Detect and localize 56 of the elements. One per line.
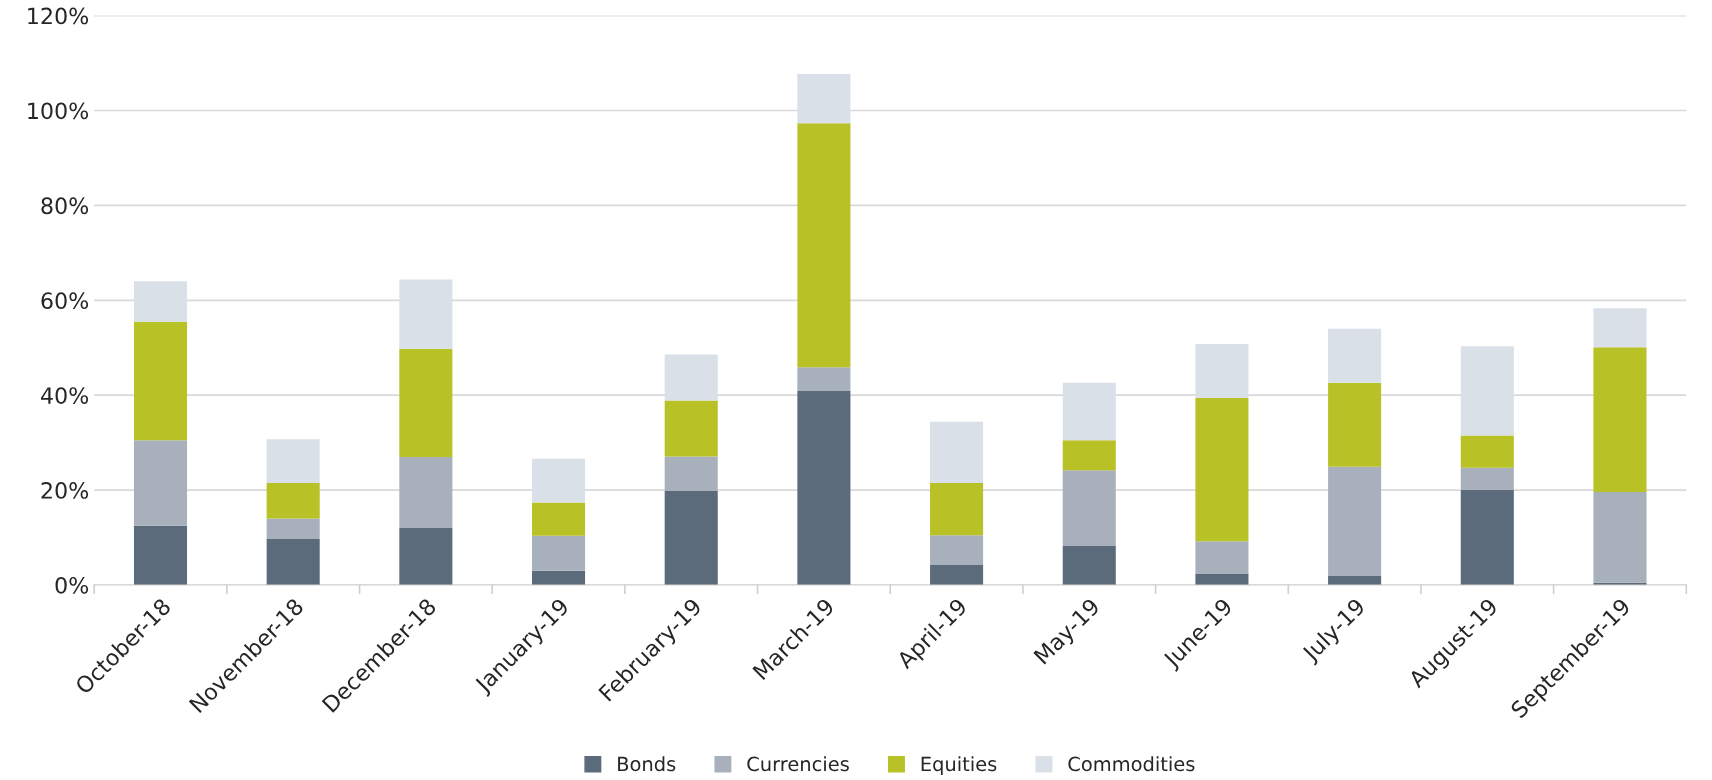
bar (664, 354, 718, 401)
bar (133, 440, 188, 526)
bar (1062, 470, 1116, 547)
legend-label: Equities (921, 756, 997, 776)
y-tick-label: 120% (28, 7, 89, 25)
bar (399, 528, 453, 585)
bar (1593, 347, 1647, 492)
bar (1460, 489, 1514, 585)
bar (266, 538, 320, 585)
bar (1195, 541, 1249, 574)
bar (1593, 492, 1647, 583)
y-tick-label: 60% (41, 292, 89, 310)
bar (1460, 346, 1514, 436)
bar (797, 123, 851, 368)
bar (797, 367, 851, 391)
bar (532, 502, 586, 536)
bar (399, 348, 453, 457)
y-tick-label: 100% (28, 102, 89, 120)
bar (1328, 382, 1382, 467)
y-tick-label: 80% (41, 197, 89, 215)
bar (930, 482, 984, 536)
bar (133, 321, 188, 441)
bar (266, 482, 320, 519)
bar (266, 439, 320, 483)
bar (532, 458, 586, 503)
bar (1062, 546, 1116, 585)
bar (664, 456, 718, 492)
legend-label: Commodities (1068, 756, 1195, 772)
bar (1460, 467, 1514, 490)
legend-label: Bonds (618, 756, 676, 772)
bar (930, 565, 984, 585)
bar (399, 456, 453, 529)
bar (797, 390, 851, 585)
bar (133, 525, 188, 585)
bar (1593, 308, 1647, 348)
bar (664, 491, 718, 585)
bar (1195, 343, 1249, 399)
y-tick-label: 0% (55, 576, 89, 594)
bar (133, 281, 188, 322)
bar (532, 570, 586, 585)
bar (1328, 328, 1382, 383)
bar (1062, 440, 1116, 471)
bar (797, 73, 851, 124)
bar (266, 518, 320, 539)
bar (1195, 398, 1249, 542)
y-tick-label: 20% (41, 482, 89, 499)
bar (1460, 435, 1514, 468)
bar (664, 400, 718, 457)
y-tick-label: 40% (40, 387, 89, 404)
bar (399, 279, 453, 349)
bar (930, 535, 984, 566)
bar (1328, 466, 1382, 576)
bar (1062, 382, 1116, 441)
legend-label: Currencies (747, 756, 849, 772)
bar (930, 421, 984, 483)
bar (532, 535, 586, 571)
